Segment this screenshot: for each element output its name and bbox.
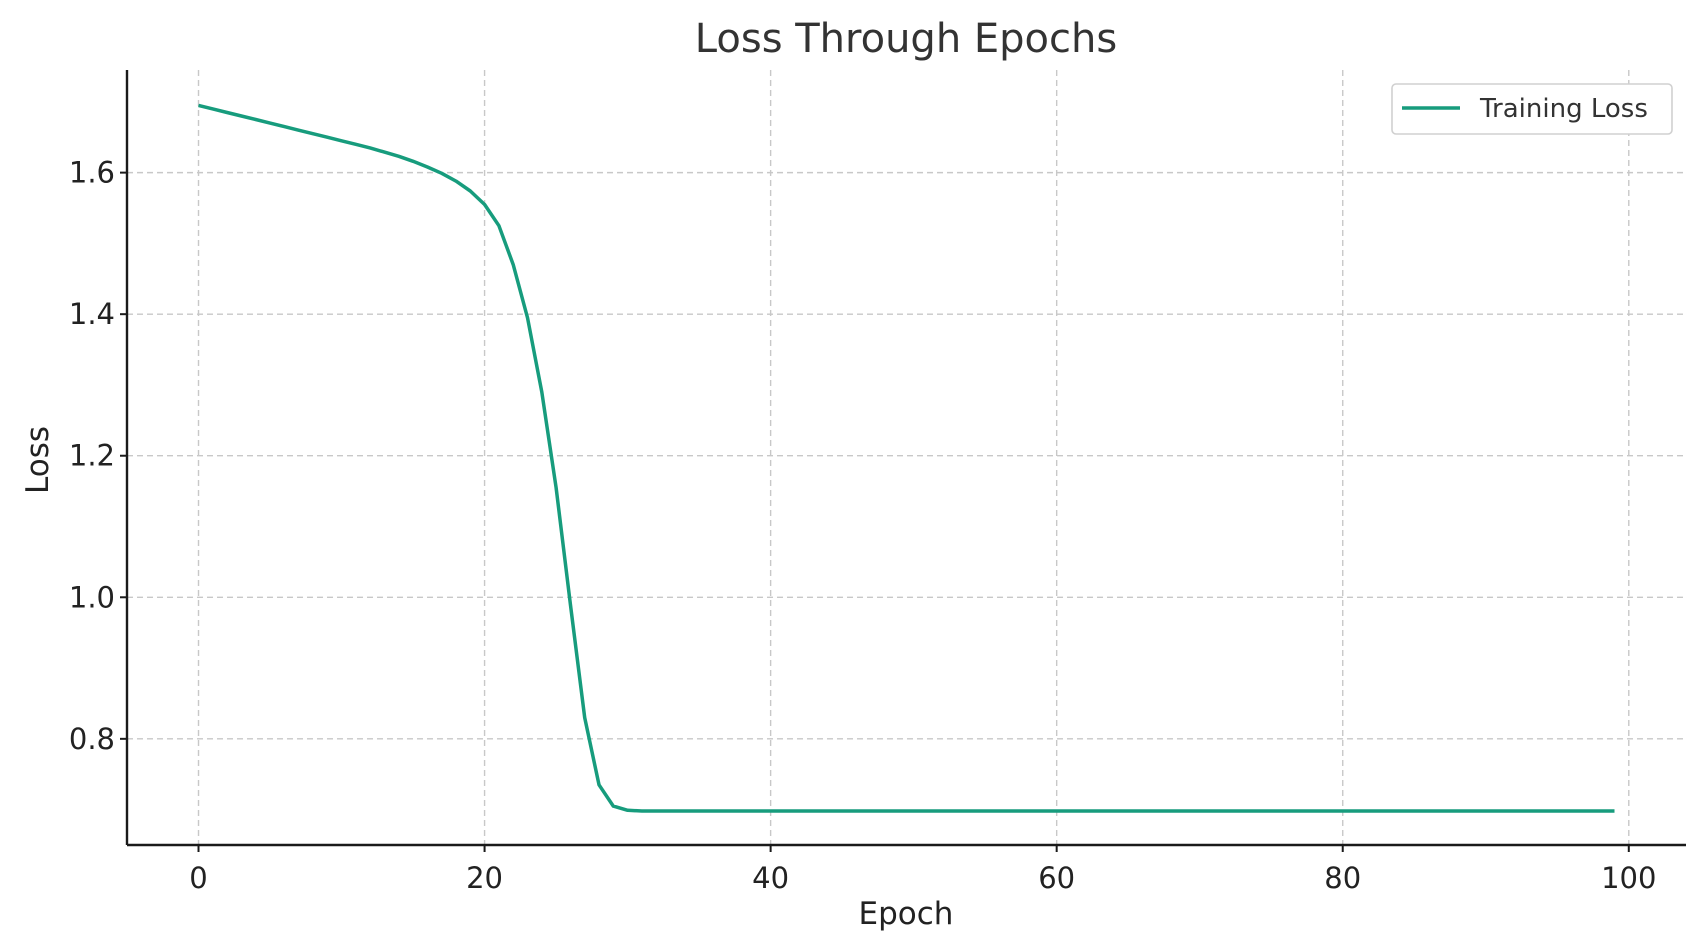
y-tick-label: 1.2	[69, 439, 115, 473]
chart-title: Loss Through Epochs	[695, 16, 1117, 62]
x-tick-label: 80	[1324, 861, 1361, 895]
x-tick-label: 0	[189, 861, 207, 895]
series-group	[198, 103, 1615, 813]
y-tick-label: 1.4	[69, 297, 115, 331]
grid	[127, 70, 1686, 845]
legend-box	[1391, 83, 1673, 135]
y-tick-label: 0.8	[69, 722, 115, 756]
legend: Training Loss	[1391, 83, 1673, 135]
x-tick-label: 20	[466, 861, 503, 895]
y-axis-label: Loss	[20, 426, 56, 494]
y-tick-label: 1.0	[69, 580, 115, 614]
axis-ticks: 0 20 40 60 80 100 0.8 1.0 1.2 1.4 1.6	[69, 156, 1657, 895]
x-tick-label: 100	[1601, 861, 1656, 895]
x-tick-label: 60	[1038, 861, 1075, 895]
y-tick-label: 1.6	[69, 156, 115, 190]
x-axis-label: Epoch	[859, 896, 954, 932]
legend-label-training-loss: Training Loss	[1479, 94, 1648, 124]
series-line-training-loss	[198, 103, 1615, 813]
x-tick-label: 40	[752, 861, 789, 895]
